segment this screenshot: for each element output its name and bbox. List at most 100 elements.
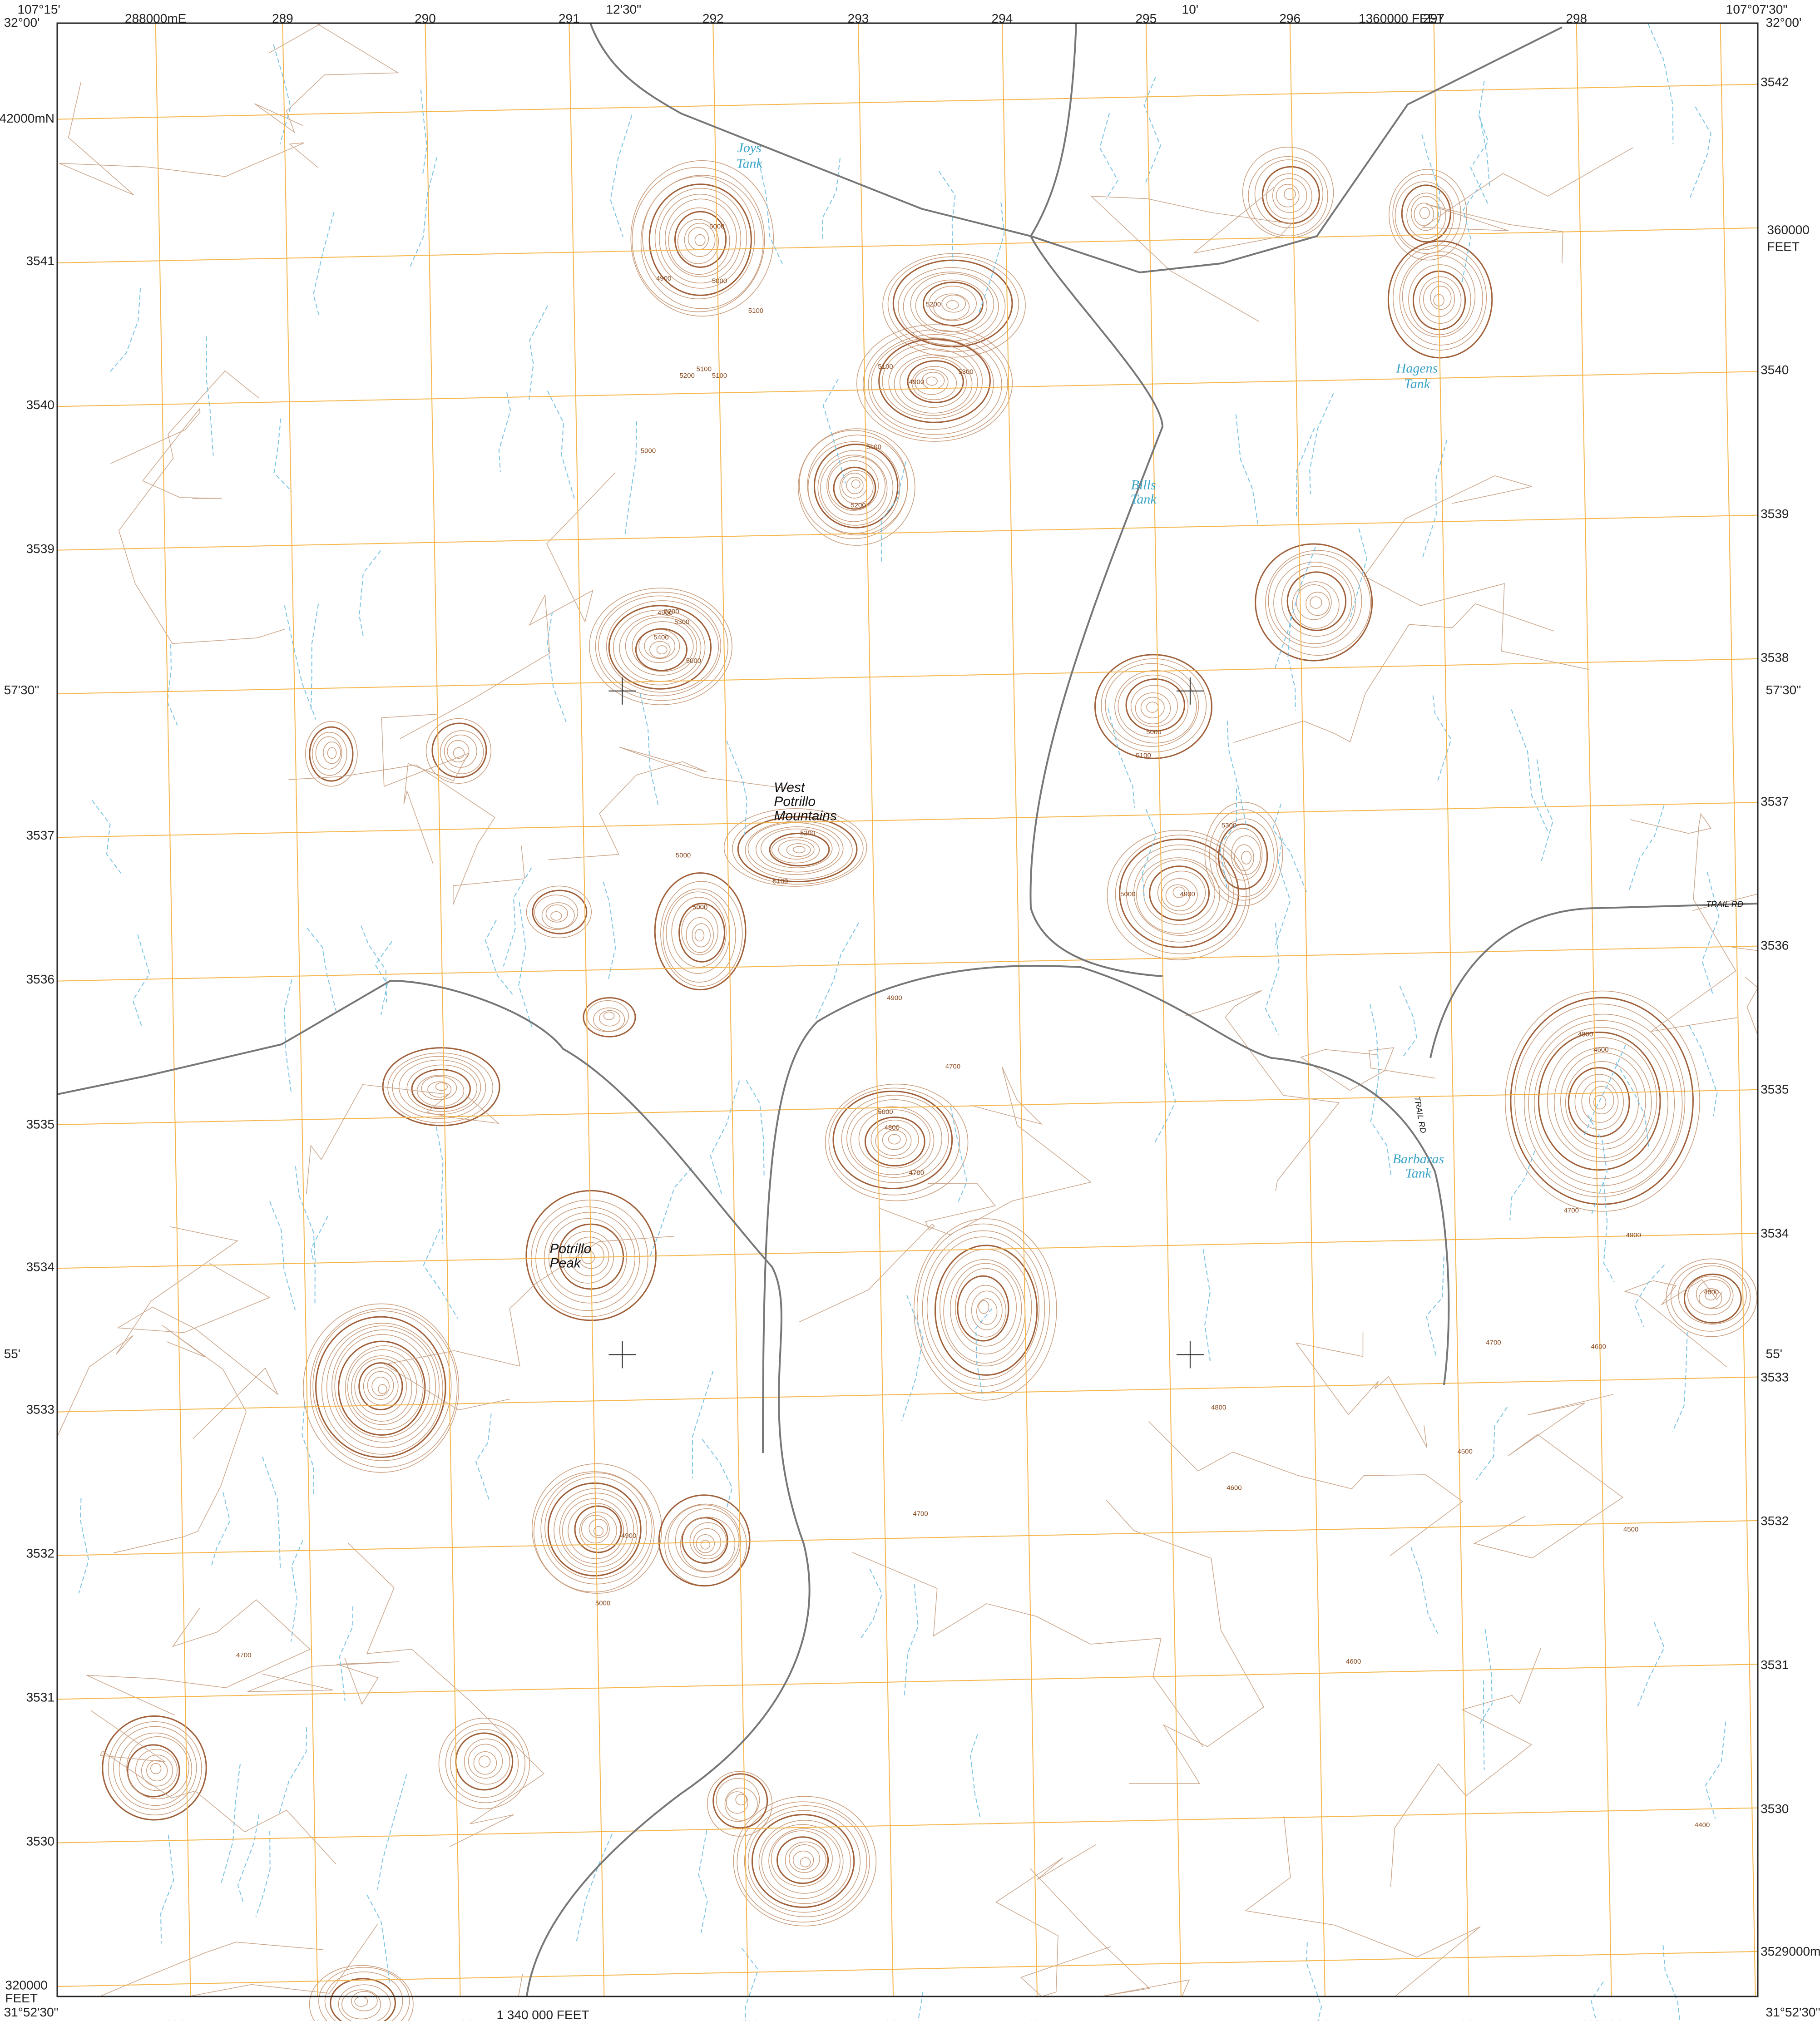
crosshair [1176,1341,1204,1369]
contour-line [785,1841,826,1879]
map-label: 4900 [1180,890,1195,898]
map-label: 290 [415,11,436,25]
contour-line [1670,1263,1751,1332]
contour-line [1148,1421,1464,1557]
stream [1421,440,1448,560]
grid-line [57,371,1758,407]
contour-line [914,369,949,395]
stream [815,922,860,1019]
grid-line [1433,23,1469,1997]
contour-line [1310,596,1322,609]
contour-line [371,1377,390,1396]
stream [284,979,292,1094]
contour-line [1547,1037,1657,1162]
contour-line [1185,990,1340,1191]
map-label: 5300 [674,618,689,626]
road [762,965,1450,1453]
map-label: 293 [848,11,869,25]
map-label: 3540 [1761,363,1789,377]
map-label: Potrillo [550,1241,592,1256]
contour-line [435,1082,448,1091]
contour-line [338,1340,426,1436]
contour-line [870,337,994,430]
contour-line [1157,870,1206,915]
contour-line [828,460,879,511]
stream [310,604,319,711]
grid-line [282,23,318,1997]
grid-line [569,23,605,1997]
map-label: Mountains [774,809,836,824]
stream [206,336,214,456]
contour-line [445,1723,526,1804]
map-label: 297 [1423,11,1444,25]
map-label: 31°52'30" [4,2005,59,2019]
contour-line [1421,147,1634,263]
contour-line [1624,1279,1727,1368]
road [1029,23,1164,977]
contour-line [1392,173,1461,254]
stream [1672,1332,1688,1432]
stream [603,881,616,980]
map-label: 57'30" [4,683,40,697]
contour-line [547,1482,642,1576]
stream [610,115,633,237]
contour-line [964,1285,1007,1338]
grid-line [57,1089,1758,1125]
map-label: 5100 [773,877,788,885]
map-label: 5300 [1222,822,1236,830]
contour-line [882,1130,907,1150]
map-label: 5400 [653,634,668,642]
map-label: 55' [1766,1347,1783,1361]
contour-line [800,1857,811,1868]
contour-line [59,82,318,196]
stream [1349,528,1367,622]
map-label: 3537 [1761,795,1789,809]
contour-line [828,1087,960,1196]
contour-line [327,747,337,759]
contour-line [324,1971,403,2021]
stream [220,1764,241,1885]
contour-line [1295,1332,1427,1448]
map-label: 4800 [1211,1403,1226,1411]
map-label: 12'30" [606,2,641,16]
map-label: 4400 [1695,1821,1710,1829]
contour-line [1696,1279,1731,1309]
map-label: Tank [1130,492,1157,507]
stream [938,171,956,262]
map-label: 4600 [1591,1343,1606,1350]
map-label: 4500 [1623,1526,1638,1533]
map-label: 3538 [1761,651,1789,665]
grid-line [57,1951,1758,1987]
contour-line [799,1183,996,1323]
map-label: 3531 [26,1690,54,1704]
contour-line [841,1095,949,1183]
contour-line [644,633,676,659]
stream [1662,1945,1681,2021]
map-label: 3539 [26,542,54,556]
contour-line [312,731,347,776]
stream [359,550,381,637]
stream [1461,183,1482,282]
contour-line [1107,830,1251,960]
map-label: 5200 [851,501,865,509]
contour-line [1105,663,1199,747]
contour-line [922,282,984,326]
contour-line [735,1794,747,1806]
map-label: 32°00' [4,15,40,30]
stream [1108,708,1135,808]
contour-line [1215,818,1275,897]
stream [1399,986,1417,1059]
contour-line [976,1298,998,1325]
contour-line [1118,674,1189,738]
map-label: 55' [4,1347,21,1361]
contour-line [846,477,864,494]
stream [485,920,513,995]
map-label: 3540 [26,398,54,412]
grid-line [155,23,191,1997]
map-label: 3530 [1761,1802,1789,1816]
stream [1689,106,1711,198]
stream [1583,1045,1626,1138]
stream [547,390,575,499]
map-label: 297 [1459,2018,1481,2021]
contour-line [440,730,484,774]
